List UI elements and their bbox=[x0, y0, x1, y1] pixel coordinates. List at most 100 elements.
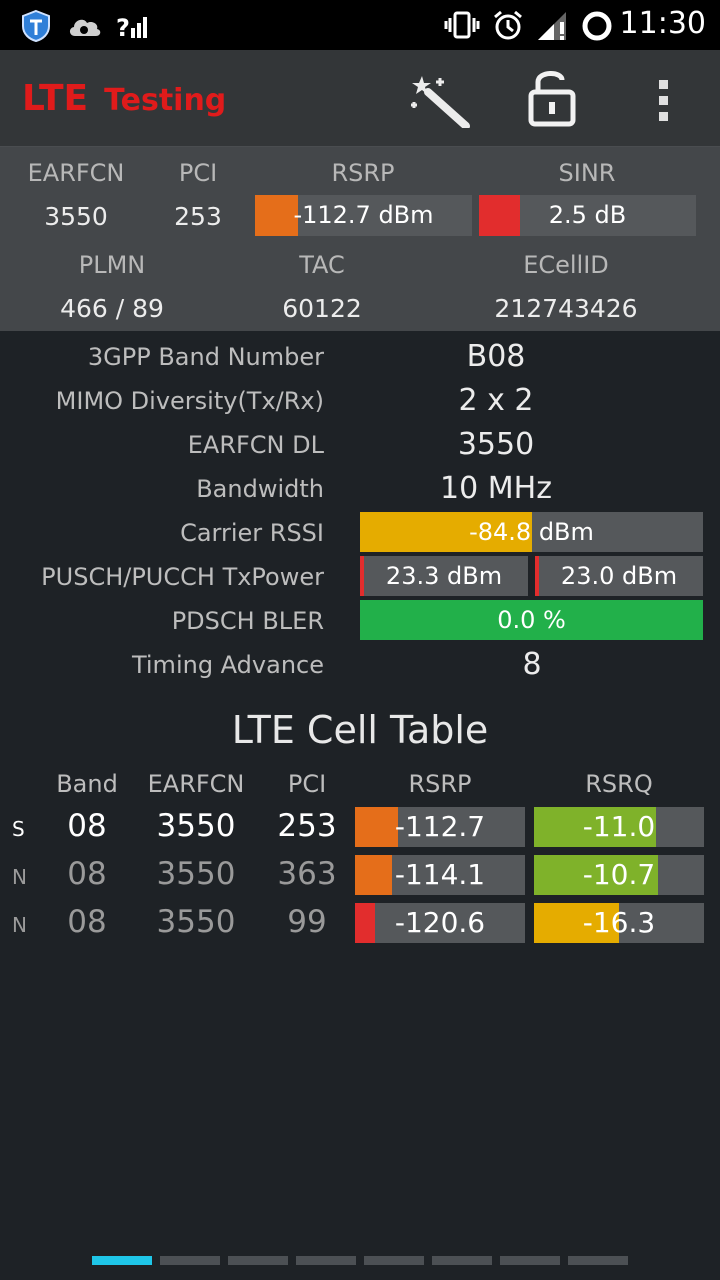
page-dot[interactable] bbox=[500, 1256, 560, 1265]
cell-table-title: LTE Cell Table bbox=[231, 708, 489, 752]
cell-earfcn: 3550 bbox=[156, 856, 236, 892]
cell-rsrp-value: -120.6 bbox=[394, 906, 486, 939]
bler-bar-fill bbox=[360, 600, 703, 640]
cell-earfcn: 3550 bbox=[156, 904, 236, 940]
earfcn-dl-label: EARFCN DL bbox=[187, 431, 324, 459]
sync-ring-icon bbox=[582, 11, 612, 41]
cell-rsrp-fill bbox=[355, 855, 393, 895]
cell-rsrp-fill bbox=[355, 903, 376, 943]
pci-value: 253 bbox=[174, 202, 222, 231]
row-type-tag: N bbox=[12, 913, 27, 937]
earfcn-label: EARFCN bbox=[27, 159, 125, 187]
plmn-label: PLMN bbox=[78, 251, 146, 279]
cell-rsrp-bar: -120.6 bbox=[355, 903, 525, 943]
plmn-value: 466 / 89 bbox=[60, 294, 164, 323]
cell-earfcn: 3550 bbox=[156, 808, 236, 844]
rssi-value: -84.8 dBm bbox=[469, 518, 594, 546]
tac-value: 60122 bbox=[282, 294, 362, 323]
timing-advance-value: 8 bbox=[522, 647, 542, 682]
unlock-icon[interactable] bbox=[528, 66, 576, 128]
pusch-bar: 23.3 dBm bbox=[360, 556, 528, 596]
pucch-value: 23.0 dBm bbox=[560, 562, 678, 590]
page-dot[interactable] bbox=[568, 1256, 628, 1265]
earfcn-value: 3550 bbox=[44, 202, 108, 231]
cell-rsrp-fill bbox=[355, 807, 398, 847]
cell-rsrp-value: -112.7 bbox=[394, 810, 486, 843]
bandwidth-value: 10 MHz bbox=[440, 471, 552, 506]
cell-band: 08 bbox=[67, 808, 107, 844]
svg-text:?: ? bbox=[116, 14, 130, 40]
alarm-icon bbox=[494, 10, 522, 40]
action-bar: LTE Testing bbox=[0, 50, 720, 147]
cell-rsrp-bar: -114.1 bbox=[355, 855, 525, 895]
pusch-value: 23.3 dBm bbox=[385, 562, 503, 590]
pucch-bar-fill bbox=[535, 556, 539, 596]
signal-unknown-icon: ? bbox=[116, 14, 147, 40]
cloud-sync-icon bbox=[69, 19, 101, 36]
row-type-tag: N bbox=[12, 865, 27, 889]
earfcn-dl-value: 3550 bbox=[457, 427, 535, 462]
page-dot[interactable] bbox=[364, 1256, 424, 1265]
signal-icon bbox=[538, 12, 566, 40]
ecellid-value: 212743426 bbox=[494, 294, 638, 323]
summary-panel: EARFCN PCI RSRP SINR 3550 253 -112.7 dBm… bbox=[0, 147, 720, 331]
page-dot[interactable] bbox=[228, 1256, 288, 1265]
cell-pci: 99 bbox=[287, 904, 327, 940]
col-earfcn: EARFCN bbox=[147, 770, 245, 798]
timing-advance-label: Timing Advance bbox=[131, 651, 324, 679]
bandwidth-label: Bandwidth bbox=[196, 475, 324, 503]
cell-rsrq-bar: -10.7 bbox=[534, 855, 704, 895]
status-bar: ? 11:30 bbox=[0, 0, 720, 50]
clock: 11:30 bbox=[619, 6, 706, 41]
txpower-label: PUSCH/PUCCH TxPower bbox=[41, 563, 324, 591]
rssi-bar-fill bbox=[360, 512, 532, 552]
page-dot[interactable] bbox=[432, 1256, 492, 1265]
cell-band: 08 bbox=[67, 904, 107, 940]
app-title-secondary: Testing bbox=[104, 83, 227, 118]
page-dot[interactable] bbox=[92, 1256, 152, 1265]
ecellid-label: ECellID bbox=[523, 251, 609, 279]
rssi-label: Carrier RSSI bbox=[180, 519, 324, 547]
app-title: LTE Testing bbox=[22, 78, 226, 119]
cell-rsrq-value: -10.7 bbox=[582, 858, 656, 891]
mimo-value: 2 x 2 bbox=[458, 383, 534, 418]
overflow-menu-icon[interactable] bbox=[654, 78, 674, 124]
page-dot[interactable] bbox=[296, 1256, 356, 1265]
sinr-value: 2.5 dB bbox=[548, 201, 627, 229]
cell-rsrq-bar: -11.0 bbox=[534, 807, 704, 847]
rsrp-label: RSRP bbox=[331, 159, 395, 187]
rsrp-bar-fill bbox=[255, 195, 299, 236]
bler-bar: 0.0 % bbox=[360, 600, 703, 640]
sinr-bar-fill bbox=[479, 195, 521, 236]
shield-icon bbox=[22, 9, 50, 43]
page-dot[interactable] bbox=[160, 1256, 220, 1265]
bler-value: 0.0 % bbox=[497, 606, 566, 634]
cell-rsrp-value: -114.1 bbox=[394, 858, 486, 891]
col-pci: PCI bbox=[287, 770, 327, 798]
bler-label: PDSCH BLER bbox=[171, 607, 324, 635]
band-number-value: B08 bbox=[466, 339, 526, 374]
cell-rsrp-bar: -112.7 bbox=[355, 807, 525, 847]
rsrp-bar: -112.7 dBm bbox=[255, 195, 472, 236]
cell-pci: 253 bbox=[277, 808, 337, 844]
band-number-label: 3GPP Band Number bbox=[87, 343, 324, 371]
cell-rsrq-value: -16.3 bbox=[582, 906, 656, 939]
sinr-label: SINR bbox=[558, 159, 616, 187]
row-type-tag: S bbox=[12, 817, 25, 841]
cell-rsrq-fill bbox=[534, 807, 657, 847]
col-band: Band bbox=[56, 770, 118, 798]
sinr-bar: 2.5 dB bbox=[479, 195, 696, 236]
col-rsrp: RSRP bbox=[408, 770, 472, 798]
magic-wand-icon[interactable] bbox=[410, 74, 470, 128]
rssi-bar: -84.8 dBm bbox=[360, 512, 703, 552]
pci-label: PCI bbox=[178, 159, 218, 187]
cell-band: 08 bbox=[67, 856, 107, 892]
cell-rsrq-value: -11.0 bbox=[582, 810, 656, 843]
mimo-label: MIMO Diversity(Tx/Rx) bbox=[55, 387, 324, 415]
cell-rsrq-fill bbox=[534, 855, 659, 895]
cell-rsrq-fill bbox=[534, 903, 619, 943]
cell-rsrq-bar: -16.3 bbox=[534, 903, 704, 943]
cell-pci: 363 bbox=[277, 856, 337, 892]
vibrate-icon bbox=[444, 11, 480, 39]
tac-label: TAC bbox=[299, 251, 345, 279]
